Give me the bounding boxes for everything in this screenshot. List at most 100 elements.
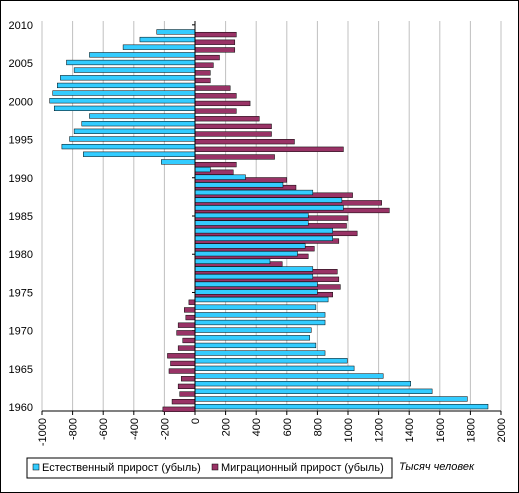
bar — [194, 396, 468, 402]
bar — [194, 388, 433, 394]
bar — [194, 174, 246, 180]
bar — [57, 82, 196, 89]
bar — [194, 197, 343, 203]
bar — [89, 113, 196, 119]
unit-label: Тысяч человек — [399, 461, 475, 473]
legend-label: Миграционный прирост (убыль) — [221, 462, 384, 474]
x-tick-label: 1400 — [404, 418, 416, 442]
bar — [194, 154, 275, 160]
x-tick-label: -200 — [159, 418, 171, 440]
x-tick-label: 600 — [282, 418, 294, 436]
bar — [194, 131, 272, 137]
y-tick-label: 2005 — [9, 58, 33, 70]
bar — [83, 151, 196, 157]
bar — [69, 136, 196, 142]
x-tick-label: 1600 — [435, 418, 447, 442]
bar — [156, 29, 196, 35]
bar — [194, 228, 333, 234]
bar — [52, 90, 196, 96]
x-tick-label: 2000 — [496, 418, 508, 442]
bar — [194, 139, 295, 145]
bar — [194, 54, 220, 61]
y-tick-label: 1990 — [9, 173, 33, 185]
bar — [194, 335, 310, 341]
bar — [194, 243, 306, 249]
bar — [60, 75, 196, 81]
bar — [188, 299, 196, 305]
bar — [194, 93, 237, 99]
bar — [167, 353, 196, 359]
bar — [185, 314, 196, 321]
bar — [184, 307, 196, 313]
bar — [194, 281, 318, 287]
bar — [194, 182, 284, 188]
y-tick-label: 1995 — [9, 135, 33, 147]
bar — [53, 105, 196, 111]
bar — [171, 399, 196, 405]
bar — [61, 143, 196, 150]
plot-area: -1000 -800 -600 -400 -200 0 200 400 600 800 1000 12… — [9, 20, 508, 446]
bar — [180, 376, 196, 382]
x-tick-label: 1800 — [465, 418, 477, 442]
bar — [194, 108, 237, 114]
x-tick-label: 1000 — [343, 418, 355, 442]
bar — [194, 146, 344, 152]
bar — [194, 62, 214, 68]
bar — [194, 220, 309, 226]
y-tick-label: 1975 — [9, 287, 33, 299]
bar — [194, 258, 271, 264]
bar — [177, 383, 196, 389]
bar — [194, 358, 348, 364]
bar — [194, 235, 333, 241]
bar — [177, 322, 196, 328]
legend-box — [26, 457, 393, 479]
bar — [170, 360, 196, 367]
bar — [194, 205, 344, 211]
bar — [182, 337, 196, 344]
bar — [194, 212, 309, 219]
bar — [194, 342, 317, 349]
bar — [194, 70, 211, 76]
bar — [177, 345, 196, 351]
x-tick-label: 1200 — [374, 418, 386, 442]
bar — [194, 100, 251, 107]
bar — [194, 273, 314, 280]
bar — [89, 52, 196, 58]
bar — [194, 403, 489, 410]
bar — [194, 161, 237, 168]
bar — [194, 77, 211, 84]
bar — [194, 266, 314, 272]
bar — [122, 44, 196, 50]
bar — [49, 98, 196, 104]
bar — [194, 312, 326, 318]
y-tick-label: 2010 — [9, 20, 33, 32]
x-tick-label: 400 — [251, 418, 263, 436]
bar — [194, 189, 314, 196]
bar — [194, 39, 236, 45]
bar — [161, 159, 196, 165]
bar — [194, 304, 317, 310]
bar — [194, 296, 329, 303]
x-tick-label: -800 — [68, 418, 80, 440]
legend-swatch — [32, 463, 40, 471]
x-tick-label: 0 — [190, 418, 202, 424]
bar — [73, 67, 196, 73]
bar — [194, 350, 326, 356]
x-tick-label: -600 — [98, 418, 110, 440]
y-tick-label: 1980 — [9, 249, 33, 261]
bar — [168, 368, 196, 374]
bar — [194, 365, 355, 371]
x-tick-label: -1000 — [37, 418, 49, 446]
bar — [194, 85, 231, 91]
x-tick-label: -400 — [129, 418, 141, 440]
x-tick-label: 800 — [312, 418, 324, 436]
x-tick-label: 200 — [221, 418, 233, 436]
bar — [194, 319, 326, 326]
y-tick-label: 1965 — [9, 364, 33, 376]
bar — [194, 116, 260, 122]
y-tick-label: 1960 — [9, 402, 33, 414]
bar — [162, 406, 196, 412]
bar — [139, 36, 196, 43]
legend-label: Естественный прирост (убыль) — [42, 462, 201, 474]
